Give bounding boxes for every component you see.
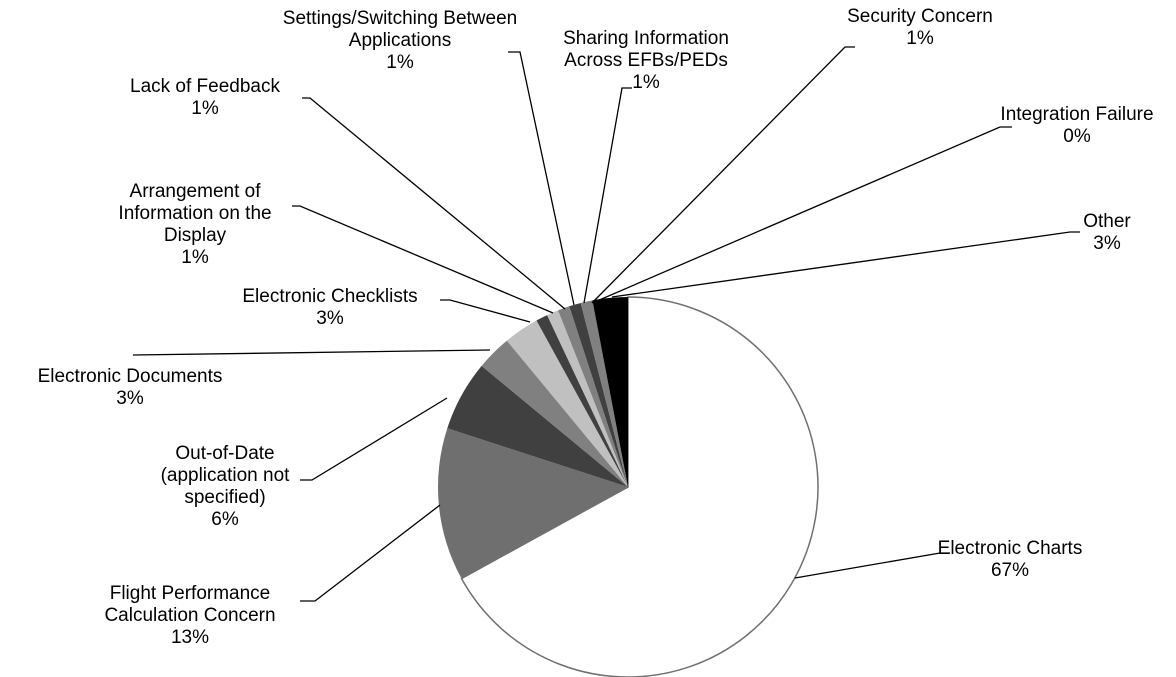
- leader-line: [302, 97, 566, 310]
- leader-line: [611, 231, 1080, 298]
- category-name: Settings/Switching Between Applications: [282, 8, 518, 51]
- category-name: Lack of Feedback: [130, 76, 280, 97]
- category-name: Arrangement of Information on the Displa…: [118, 181, 272, 246]
- pie-slice: [547, 310, 628, 487]
- category-name: Other: [1083, 211, 1131, 232]
- pie-slice: [536, 315, 628, 487]
- leader-line: [132, 349, 491, 356]
- pie-slice: [447, 365, 628, 487]
- slice-label: Sharing Information Across EFBs/PEDs 1%: [536, 28, 756, 94]
- percent-label: 67%: [990, 560, 1030, 581]
- pie-slice: [460, 296, 819, 677]
- pie-slice: [438, 428, 628, 579]
- percent-label: 1%: [386, 52, 414, 73]
- pie-slice: [506, 320, 628, 487]
- pie-slice: [569, 302, 628, 487]
- percent-label: 1%: [906, 28, 934, 49]
- category-name: Flight Performance Calculation Concern: [104, 583, 276, 626]
- category-name: Integration Failure: [1000, 104, 1154, 125]
- percent-label: 3%: [1093, 233, 1121, 254]
- category-name: Electronic Charts: [937, 538, 1083, 559]
- category-name: Out-of-Date (application not specified): [160, 443, 290, 508]
- slice-label: Arrangement of Information on the Displa…: [95, 181, 295, 269]
- slice-label: Other 3%: [1047, 211, 1167, 255]
- percent-label: 13%: [170, 627, 210, 648]
- pie-slice: [580, 300, 628, 487]
- slice-label: Electronic Charts 67%: [910, 538, 1110, 582]
- leader-line: [596, 126, 1012, 302]
- slice-label: Integration Failure 0%: [967, 104, 1176, 148]
- slice-label: Flight Performance Calculation Concern 13…: [65, 583, 315, 649]
- category-name: Electronic Checklists: [242, 286, 418, 307]
- percent-label: 3%: [116, 388, 144, 409]
- leader-line: [300, 397, 448, 481]
- category-name: Security Concern: [847, 6, 993, 27]
- leader-line: [440, 299, 531, 323]
- leader-line: [794, 552, 950, 579]
- leader-line: [292, 205, 554, 314]
- percent-label: 6%: [211, 509, 239, 530]
- category-name: Electronic Documents: [37, 366, 223, 387]
- slice-label: Security Concern 1%: [810, 6, 1030, 50]
- category-name: Sharing Information Across EFBs/PEDs: [563, 28, 729, 71]
- leader-line: [300, 504, 441, 602]
- pie-slice: [481, 340, 628, 487]
- leader-line: [591, 46, 855, 304]
- slice-label: Out-of-Date (application not specified) 6…: [140, 443, 310, 531]
- leader-line: [508, 51, 575, 306]
- percent-label: 1%: [191, 98, 219, 119]
- slice-label: Electronic Checklists 3%: [200, 286, 460, 330]
- pie-slice: [592, 297, 628, 487]
- slice-label: Lack of Feedback 1%: [95, 76, 315, 120]
- pie-slice: [558, 306, 628, 487]
- percent-label: 0%: [1063, 126, 1091, 147]
- percent-label: 3%: [316, 308, 344, 329]
- percent-label: 1%: [181, 247, 209, 268]
- percent-label: 1%: [632, 72, 660, 93]
- leader-line: [583, 87, 632, 304]
- slice-label: Settings/Switching Between Applications 1…: [270, 8, 530, 74]
- slice-label: Electronic Documents 3%: [0, 366, 260, 410]
